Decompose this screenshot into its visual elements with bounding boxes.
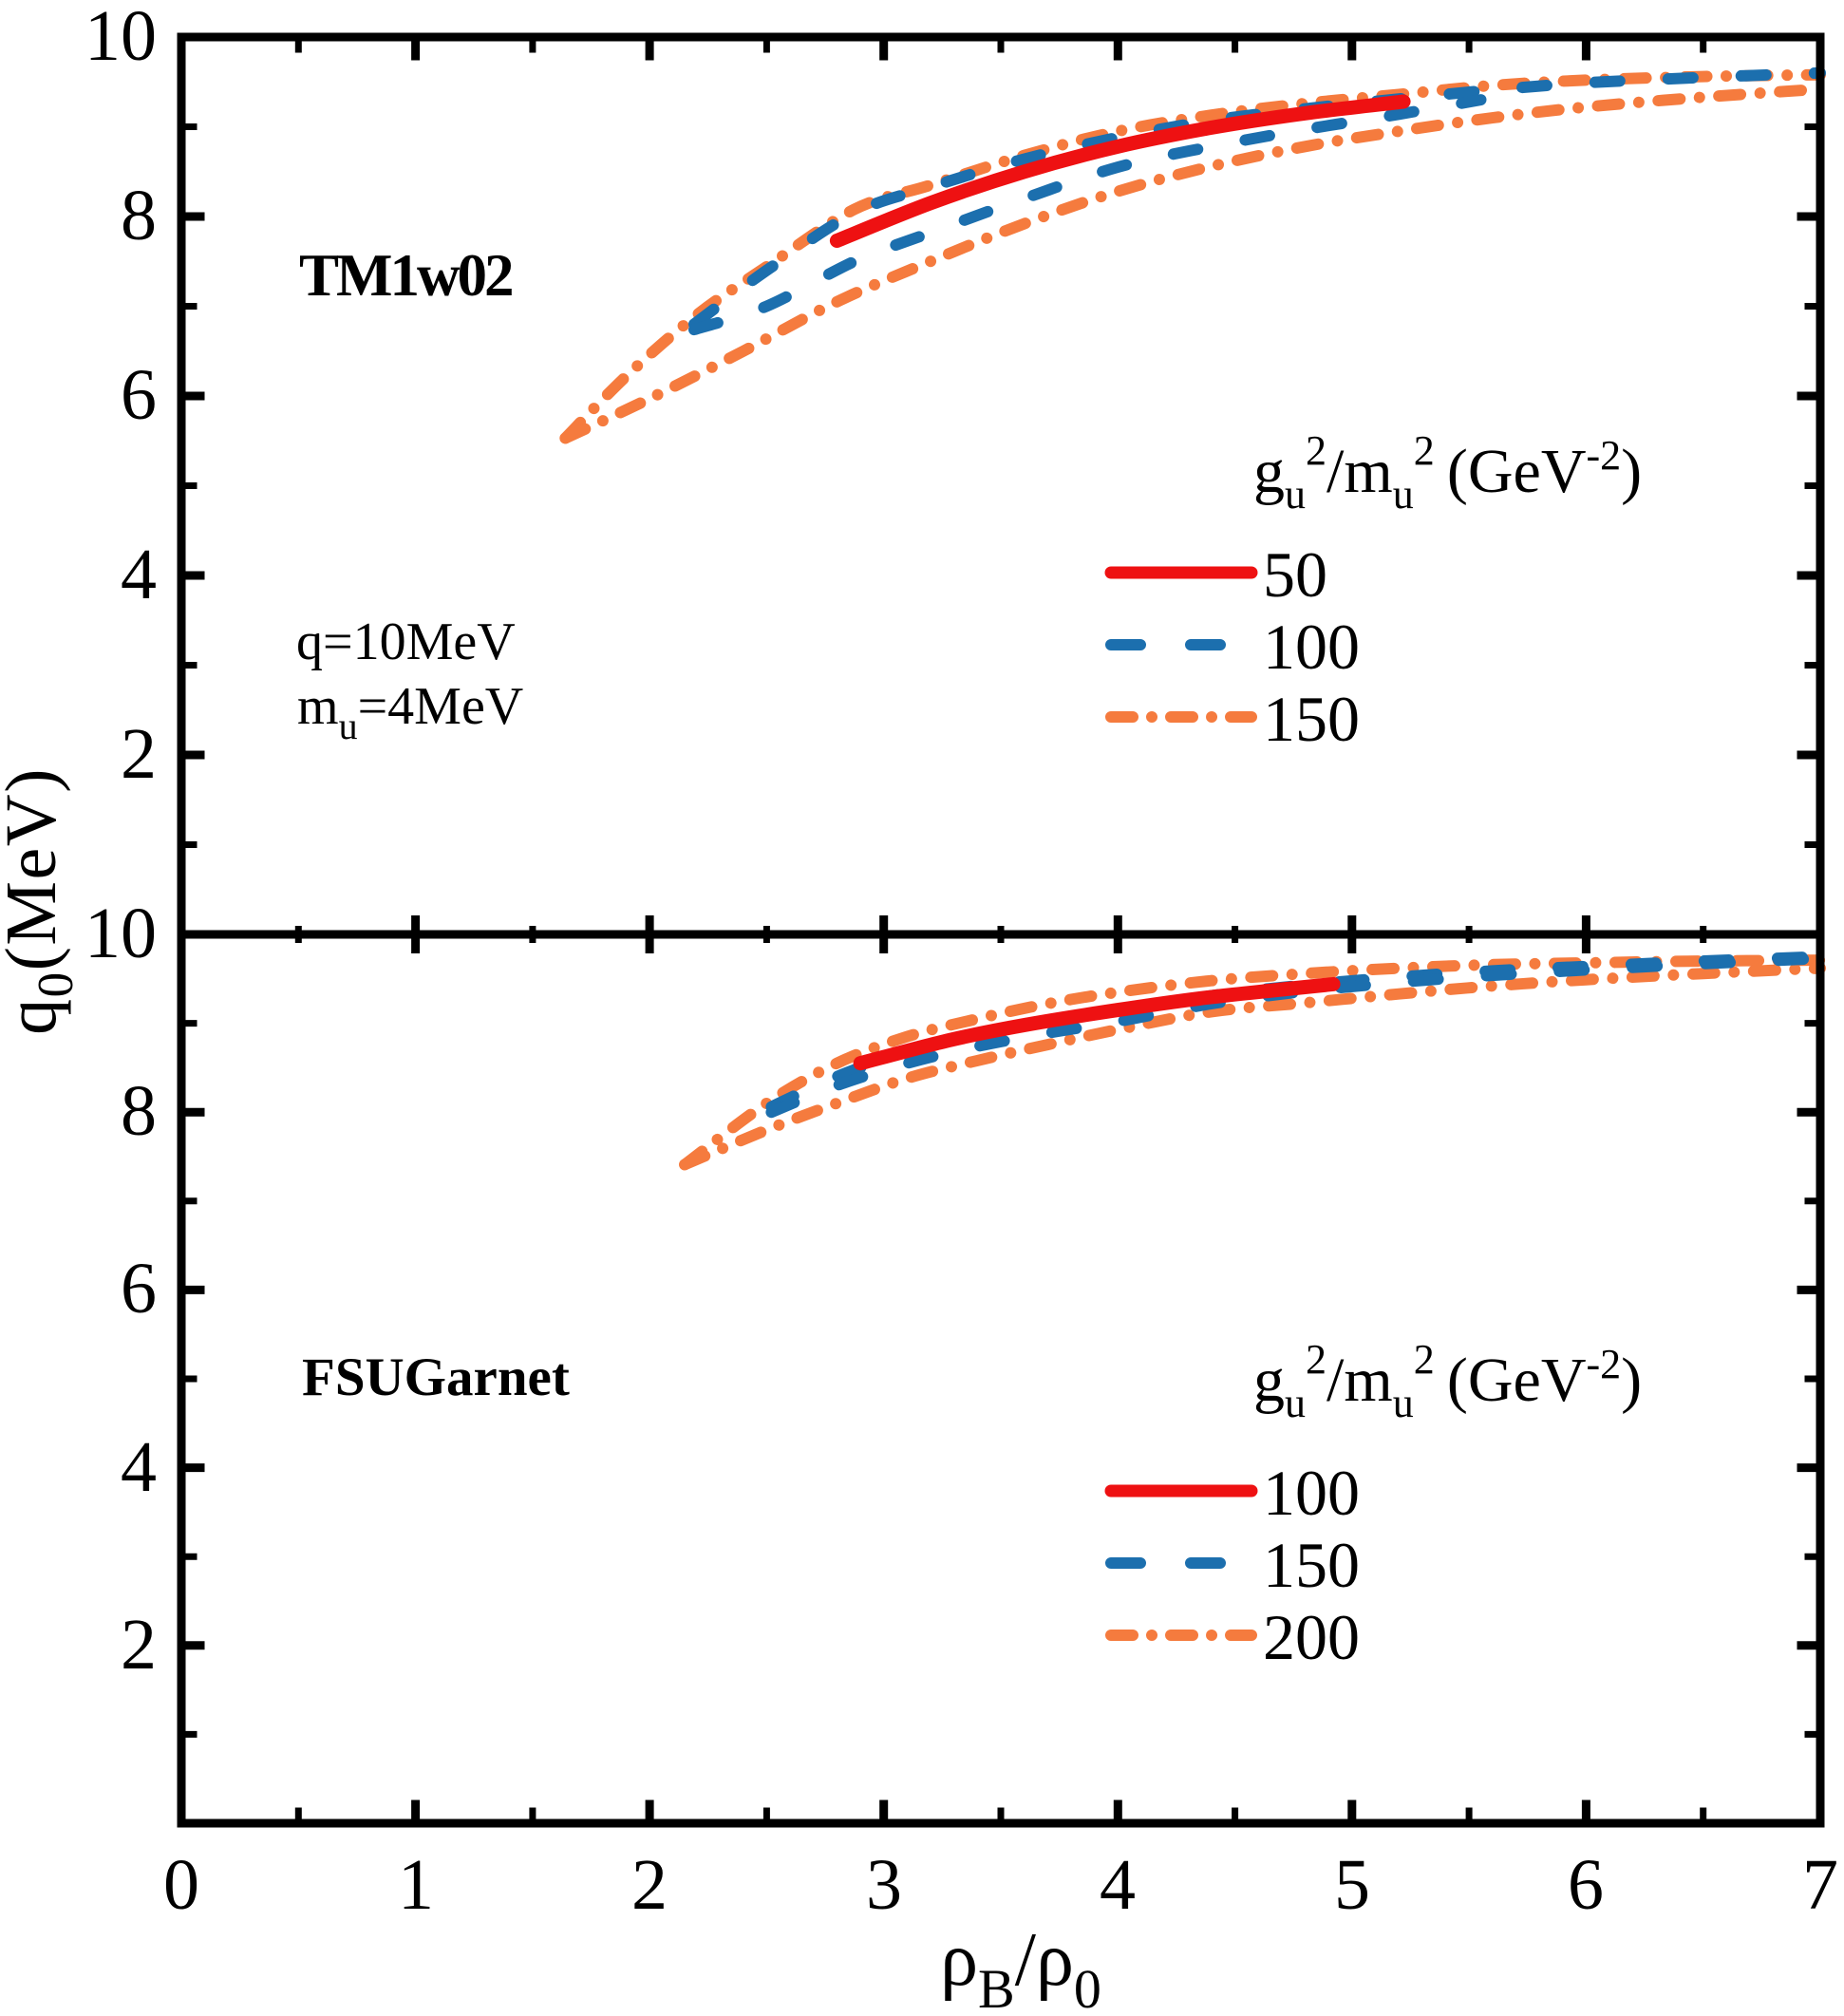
svg-text:2: 2 [631,1845,668,1925]
svg-text:100: 100 [1263,1457,1360,1529]
svg-text:1: 1 [398,1845,434,1925]
svg-text:4: 4 [121,1427,157,1507]
svg-text:7: 7 [1802,1845,1838,1925]
svg-text:6: 6 [121,355,157,435]
svg-text:10: 10 [85,0,157,76]
svg-text:gu2/mu2 (GeV-2): gu2/mu2 (GeV-2) [1253,427,1642,518]
svg-text:4: 4 [1100,1845,1136,1925]
svg-text:8: 8 [121,176,157,255]
svg-text:10: 10 [85,894,157,973]
svg-text:150: 150 [1263,683,1360,755]
svg-text:mu=4MeV: mu=4MeV [297,677,523,747]
svg-text:FSUGarnet: FSUGarnet [302,1347,570,1407]
svg-text:6: 6 [1568,1845,1604,1925]
svg-text:4: 4 [121,535,157,614]
svg-text:100: 100 [1263,611,1360,683]
svg-text:8: 8 [121,1071,157,1151]
svg-text:2: 2 [121,714,157,794]
svg-text:5: 5 [1334,1845,1370,1925]
svg-text:q=10MeV: q=10MeV [296,612,516,671]
svg-text:ρB/ρ0: ρB/ρ0 [940,1918,1101,2016]
svg-text:50: 50 [1263,538,1327,611]
svg-text:200: 200 [1263,1601,1360,1673]
svg-text:6: 6 [121,1249,157,1328]
svg-text:TM1w02: TM1w02 [299,242,512,309]
svg-text:3: 3 [866,1845,902,1925]
svg-text:150: 150 [1263,1529,1360,1601]
svg-text:0: 0 [163,1845,199,1925]
svg-text:2: 2 [121,1605,157,1685]
